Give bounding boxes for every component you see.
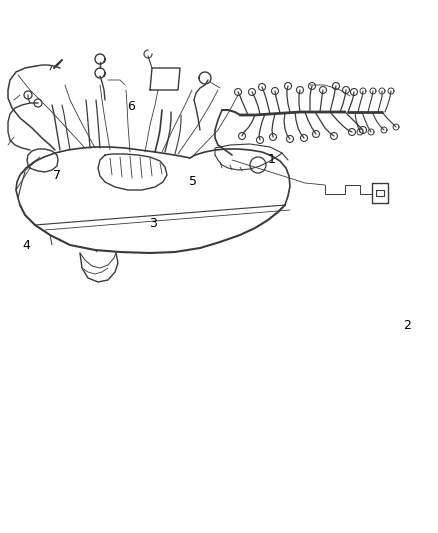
Text: 7: 7 (53, 169, 61, 182)
Text: 2: 2 (403, 319, 411, 332)
Text: 6: 6 (127, 100, 135, 113)
Text: 4: 4 (22, 239, 30, 252)
Text: 1: 1 (268, 154, 276, 166)
Text: 3: 3 (149, 217, 157, 230)
Text: 5: 5 (189, 175, 197, 188)
